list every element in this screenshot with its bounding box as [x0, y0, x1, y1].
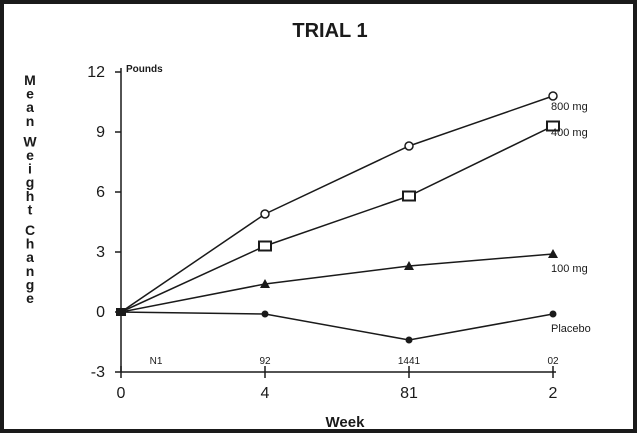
y-tick-label-5: -3: [91, 364, 105, 381]
y-axis-label-char-14: g: [26, 276, 35, 292]
point-1-3: [546, 120, 560, 132]
series-line-0: [120, 95, 554, 313]
y-axis-label-char-9: t: [28, 201, 33, 217]
y-axis-label-char-11: h: [26, 236, 35, 252]
series-0: 800 mg: [116, 91, 588, 316]
y-axis-label-char-1: e: [26, 86, 34, 102]
n-label-3: 02: [547, 356, 559, 367]
point-3-3: [549, 310, 557, 318]
series-label-3: Placebo: [551, 323, 591, 335]
axes: [120, 68, 556, 373]
series-line-1: [120, 125, 554, 313]
y-axis-label-char-6: i: [28, 161, 32, 177]
point-2-2: [404, 261, 414, 270]
series-label-1: 400 mg: [551, 127, 588, 139]
point-3-1: [261, 310, 269, 318]
x-axis-label: Week: [326, 414, 366, 431]
n-label-2: 1441: [398, 356, 421, 367]
series-label-2: 100 mg: [551, 263, 588, 275]
series-1: 400 mg: [116, 120, 588, 316]
y-axis-label-char-8: h: [26, 188, 35, 204]
y-axis-label-char-3: n: [26, 113, 35, 129]
x-tick-label-2: 81: [400, 385, 418, 402]
point-2-1: [260, 279, 270, 288]
chart-title: TRIAL 1: [292, 20, 367, 42]
y-tick-label-4: 0: [96, 304, 105, 321]
y-axis-label-char-4: W: [23, 133, 37, 149]
y-axis-label-char-15: e: [26, 290, 34, 306]
y-tick-label-0: 12: [87, 64, 105, 81]
y-tick-label-2: 6: [96, 184, 105, 201]
point-3-2: [405, 336, 413, 344]
y-ticks: 12 9 6 3 0 -3: [87, 64, 121, 381]
origin-marker-3: [116, 308, 126, 316]
n-label-1: 92: [259, 356, 271, 367]
point-1-2: [402, 190, 416, 202]
y-axis-label-char-0: M: [24, 72, 36, 88]
y-axis-label-char-13: n: [26, 263, 35, 279]
y-axis-label-char-10: C: [25, 222, 35, 238]
y-axis-label-char-5: e: [26, 147, 34, 163]
series-line-2: [120, 253, 554, 313]
y-tick-label-1: 9: [96, 124, 105, 141]
x-tick-label-1: 4: [261, 385, 270, 402]
point-0-1: [260, 209, 270, 219]
y-axis-label-char-2: a: [26, 99, 34, 115]
x-ticks: 0 4 81 2: [117, 366, 558, 402]
n-label-0: N1: [150, 356, 163, 367]
y-axis-label-char-7: g: [26, 174, 35, 190]
y-unit-label: Pounds: [126, 64, 163, 75]
series-group: 800 mg 400 mg 100 mg Placebo: [116, 91, 591, 344]
series-3: Placebo: [116, 308, 591, 344]
point-2-3: [548, 249, 558, 258]
point-0-2: [404, 141, 414, 151]
point-0-3: [548, 91, 558, 101]
y-axis-label-char-12: a: [26, 249, 34, 265]
y-tick-label-3: 3: [96, 244, 105, 261]
series-label-0: 800 mg: [551, 101, 588, 113]
x-tick-label-3: 2: [549, 385, 558, 402]
n-labels: N1 92 1441 02: [150, 356, 559, 367]
x-tick-label-0: 0: [117, 385, 126, 402]
point-1-1: [258, 240, 272, 252]
series-line-3: [120, 311, 554, 341]
